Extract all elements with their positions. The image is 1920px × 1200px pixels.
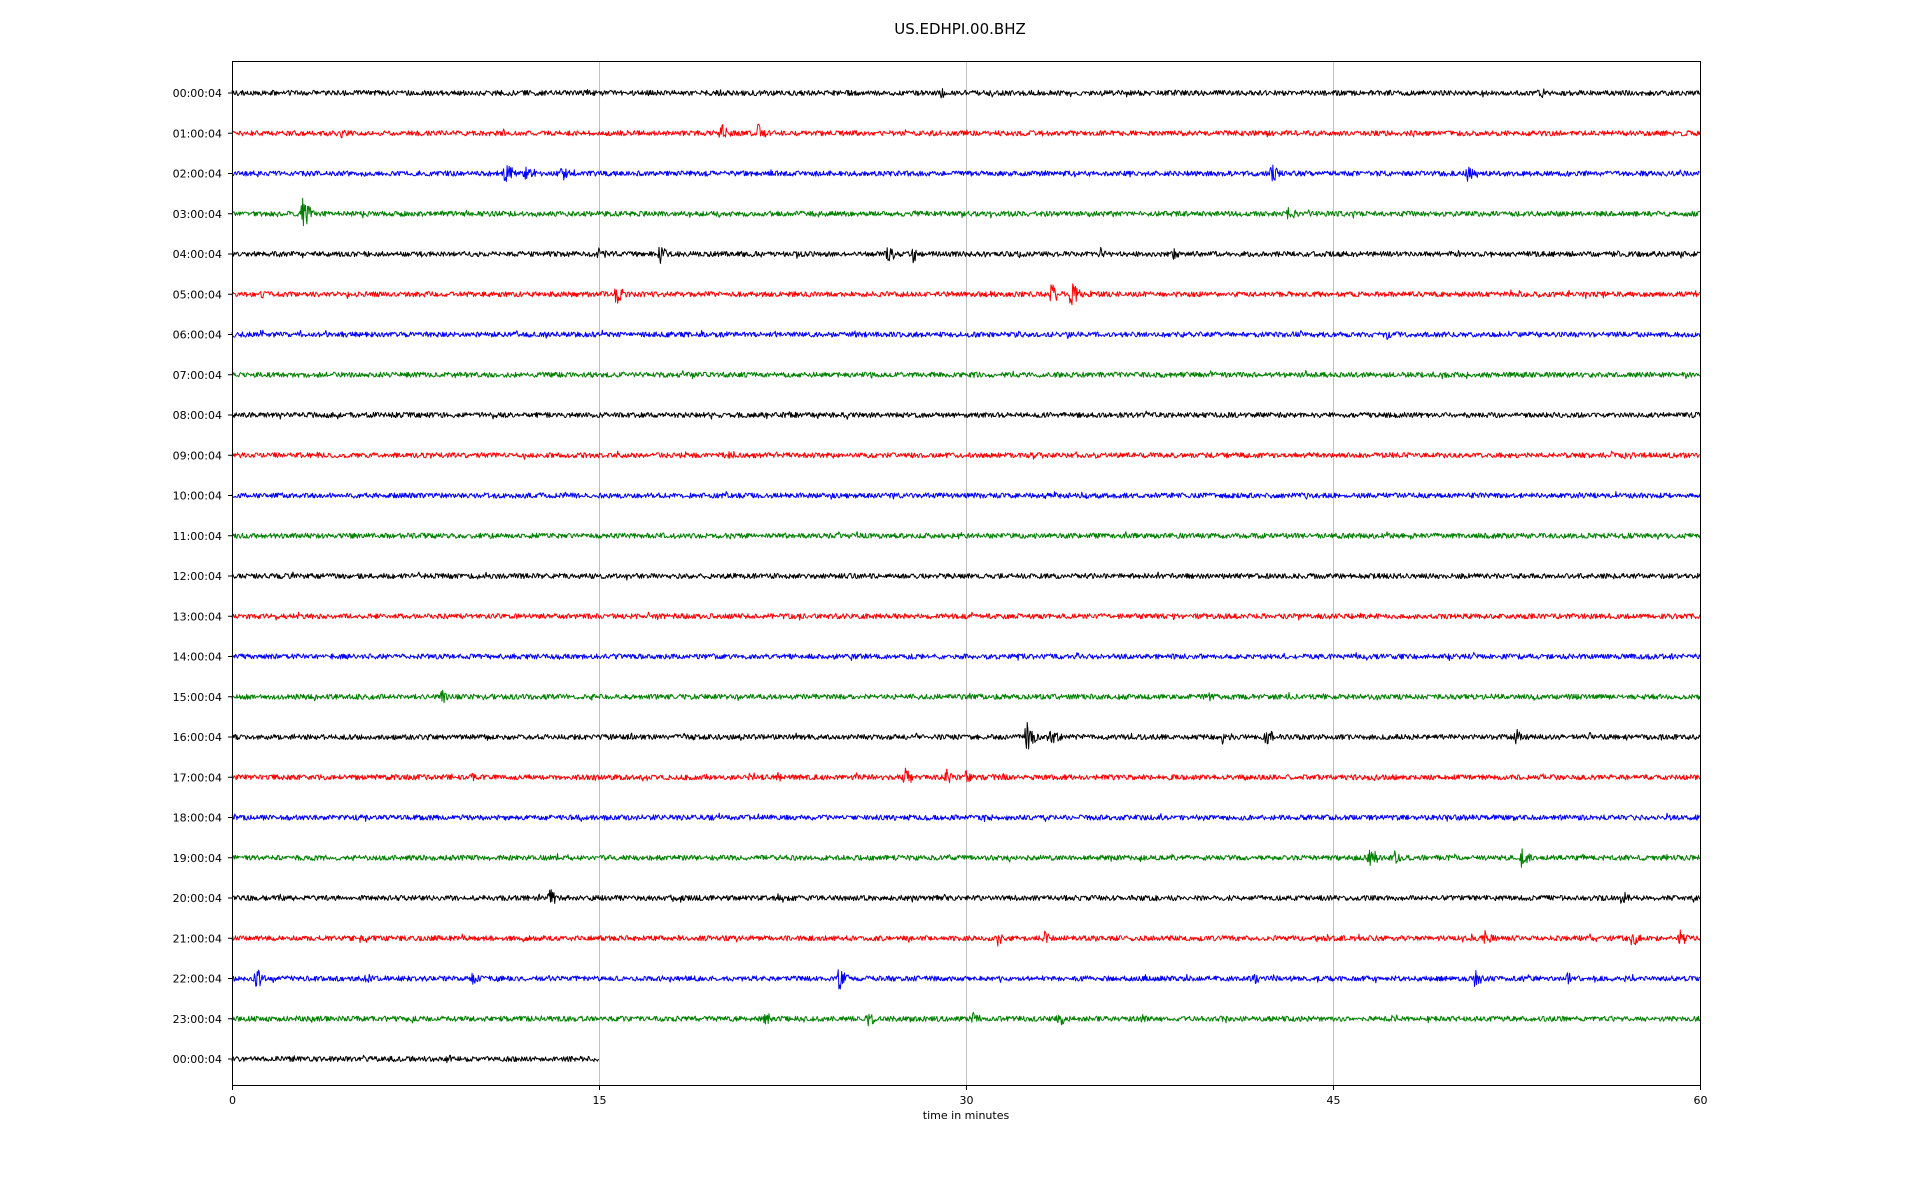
trace-line bbox=[231, 689, 1701, 704]
trace-line bbox=[231, 767, 1701, 784]
row-labels: 00:00:04 01:00:04 02:00:04 03:00:04 04:00:04… bbox=[173, 87, 232, 1066]
x-tick-label: 30 bbox=[960, 1094, 974, 1107]
row-time-label: 18:00:04 bbox=[173, 812, 222, 825]
row-time-label: 01:00:04 bbox=[173, 127, 222, 140]
trace-line bbox=[231, 722, 1701, 750]
x-tick-label: 15 bbox=[593, 1094, 607, 1107]
trace-line bbox=[231, 123, 1701, 139]
x-axis-ticks: 0 15 30 45 60 bbox=[229, 1085, 1708, 1107]
row-time-label: 00:00:04 bbox=[173, 87, 222, 100]
row-time-label: 12:00:04 bbox=[173, 570, 222, 583]
x-tick-label: 45 bbox=[1327, 1094, 1341, 1107]
row-time-label: 07:00:04 bbox=[173, 369, 222, 382]
trace-line bbox=[231, 611, 1701, 621]
row-time-label: 08:00:04 bbox=[173, 409, 222, 422]
row-time-label: 19:00:04 bbox=[173, 852, 222, 865]
trace-line bbox=[231, 929, 1701, 947]
row-time-label: 15:00:04 bbox=[173, 691, 222, 704]
row-time-label: 04:00:04 bbox=[173, 248, 222, 261]
row-time-label: 21:00:04 bbox=[173, 932, 222, 945]
x-tick-label: 60 bbox=[1694, 1094, 1708, 1107]
trace-line bbox=[231, 329, 1701, 340]
row-time-label: 06:00:04 bbox=[173, 329, 222, 342]
row-time-label: 02:00:04 bbox=[173, 168, 222, 181]
row-time-label: 00:00:04 bbox=[173, 1053, 222, 1066]
row-time-label: 16:00:04 bbox=[173, 731, 222, 744]
trace-line bbox=[231, 491, 1701, 500]
trace-line bbox=[231, 283, 1701, 306]
row-time-label: 22:00:04 bbox=[173, 973, 222, 986]
trace-line bbox=[231, 812, 1700, 823]
trace-line bbox=[231, 969, 1701, 990]
trace-line bbox=[231, 1011, 1701, 1027]
trace-line bbox=[231, 410, 1701, 420]
trace-line bbox=[231, 450, 1701, 460]
trace-group bbox=[231, 88, 1701, 1064]
trace-line bbox=[231, 246, 1701, 264]
row-time-label: 13:00:04 bbox=[173, 610, 222, 623]
row-time-label: 09:00:04 bbox=[173, 449, 222, 462]
trace-line bbox=[231, 571, 1701, 581]
trace-line bbox=[231, 531, 1701, 540]
row-time-label: 03:00:04 bbox=[173, 208, 222, 221]
trace-line bbox=[231, 88, 1701, 99]
row-time-label: 05:00:04 bbox=[173, 288, 222, 301]
row-time-label: 11:00:04 bbox=[173, 530, 222, 543]
grid-lines bbox=[599, 61, 1334, 1085]
trace-line bbox=[231, 1054, 600, 1064]
trace-line bbox=[231, 889, 1701, 904]
row-time-label: 20:00:04 bbox=[173, 892, 222, 905]
row-time-label: 23:00:04 bbox=[173, 1013, 222, 1026]
trace-line bbox=[231, 164, 1700, 182]
trace-line bbox=[231, 848, 1701, 868]
x-axis-label: time in minutes bbox=[923, 1109, 1010, 1122]
trace-line bbox=[231, 197, 1701, 227]
x-tick-label: 0 bbox=[229, 1094, 236, 1107]
row-time-label: 10:00:04 bbox=[173, 490, 222, 503]
trace-line bbox=[231, 369, 1701, 380]
row-time-label: 17:00:04 bbox=[173, 771, 222, 784]
trace-line bbox=[231, 651, 1701, 662]
row-time-label: 14:00:04 bbox=[173, 651, 222, 664]
chart-title: US.EDHPI.00.BHZ bbox=[894, 20, 1026, 38]
